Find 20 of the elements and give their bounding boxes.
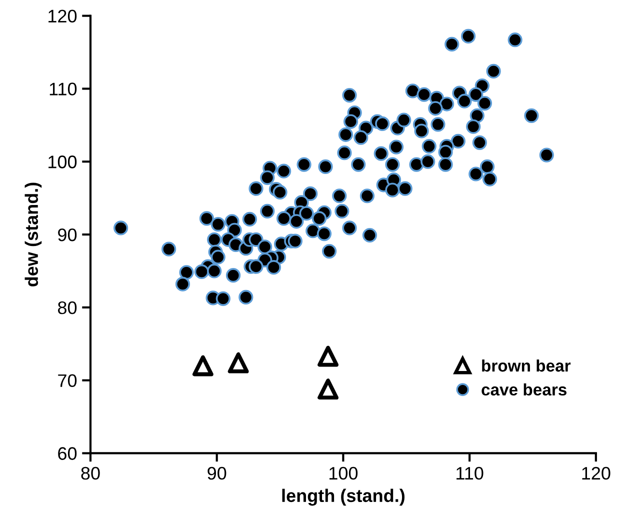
x-tick-label: 110 <box>456 466 484 480</box>
x-tick-label: 90 <box>208 466 226 480</box>
x-axis-title: length (stand.) <box>282 488 404 506</box>
y-tick-label: 100 <box>48 156 77 168</box>
x-tick-label: 120 <box>582 466 610 480</box>
legend-label: cave bears <box>482 383 566 396</box>
y-tick-label: 70 <box>58 374 77 388</box>
point <box>228 352 249 374</box>
legend-label: brown bear <box>482 359 571 372</box>
point <box>318 346 338 367</box>
y-tick-label: 120 <box>48 10 77 23</box>
x-tick-label: 100 <box>330 466 358 480</box>
y-axis-title: dew (stand.) <box>24 182 42 286</box>
y-tick-label: 90 <box>58 228 77 242</box>
point <box>192 355 214 376</box>
y-tick-label: 60 <box>58 447 77 460</box>
y-tick-label: 80 <box>58 301 77 314</box>
x-tick-label: 80 <box>81 466 100 480</box>
y-tick-label: 110 <box>50 82 77 96</box>
point <box>318 378 338 400</box>
